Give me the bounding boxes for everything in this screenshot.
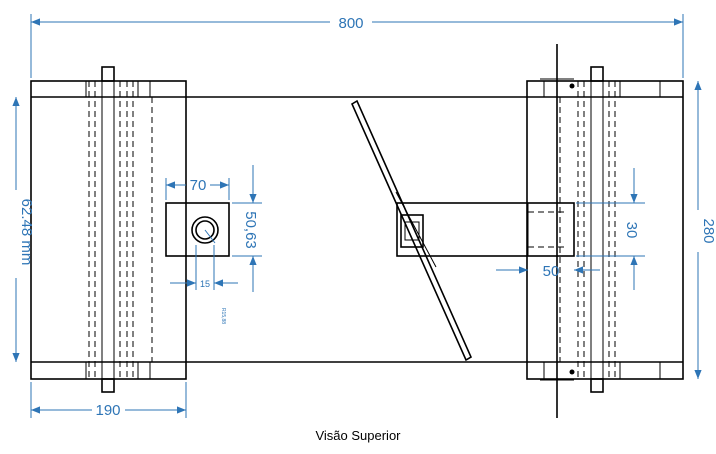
width-right-label: 280 <box>700 218 716 243</box>
left-block <box>165 202 230 257</box>
right-roller-assembly <box>526 44 684 418</box>
hole-radius-label: R15,88 <box>220 308 226 324</box>
caption: Visão Superior <box>315 428 401 443</box>
total-length-label: 800 <box>338 15 363 32</box>
block-width-label: 70 <box>190 177 207 194</box>
dim-total-length: 800 <box>30 14 684 78</box>
dim-block-width: 70 <box>165 177 230 200</box>
dim-block-height: 50,63 <box>232 165 262 292</box>
dim-roller-width: 190 <box>30 382 187 419</box>
dim-hole: 15 R15,88 <box>170 245 238 324</box>
frame <box>186 96 527 363</box>
arm-offset-label: 50 <box>543 263 560 280</box>
left-roller-assembly <box>30 66 187 393</box>
block-height-label: 50,63 <box>242 211 259 249</box>
hole-dia-label: 15 <box>200 279 210 289</box>
central-arm <box>350 99 575 362</box>
dim-arm-height: 30 <box>576 168 645 290</box>
dim-arm-offset: 50 <box>496 263 600 280</box>
roller-width-label: 190 <box>95 402 120 419</box>
dim-height-left: 62.48 mm <box>12 97 35 362</box>
dim-width-right: 280 <box>694 81 716 379</box>
height-left-label: 62.48 mm <box>18 199 35 266</box>
arm-height-label: 30 <box>623 222 640 239</box>
